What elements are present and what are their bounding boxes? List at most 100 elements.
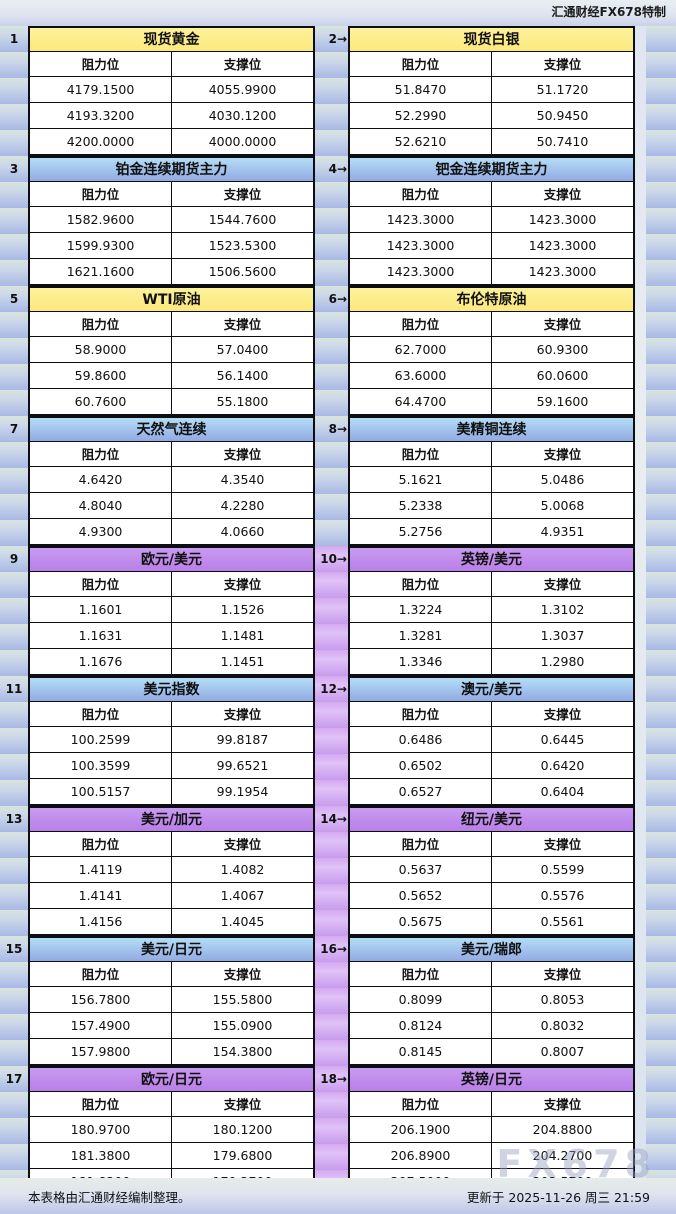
support-value: 55.1800 [216, 394, 269, 409]
top-banner: 汇通财经FX678特制 [0, 0, 676, 26]
resistance-value: 181.3800 [30, 1143, 172, 1168]
block-title: 铂金连续期货主力 [30, 158, 313, 182]
block-title: 美精铜连续 [350, 418, 633, 442]
table-row: 206.8900 204.2700 [350, 1143, 633, 1169]
column-header-row: 阻力位 支撑位 [30, 312, 313, 337]
column-header-row: 阻力位 支撑位 [30, 442, 313, 467]
quote-block: 布伦特原油 阻力位 支撑位 62.7000 60.9300 63.6000 60.0600 6… [348, 286, 635, 416]
support-value: 5.0068 [540, 498, 585, 513]
footer-note: 本表格由汇通财经编制整理。 [28, 1190, 191, 1205]
table-row: 1599.9300 1523.5300 [30, 233, 313, 259]
table-row: 63.6000 60.0600 [350, 363, 633, 389]
table-row: 1.1631 1.1481 [30, 623, 313, 649]
support-value: 0.5576 [540, 888, 585, 903]
support-header: 支撑位 [223, 707, 262, 722]
column-header-row: 阻力位 支撑位 [350, 572, 633, 597]
support-value: 1.3037 [540, 628, 585, 643]
resistance-value: 1621.1600 [30, 259, 172, 285]
resistance-value: 0.8124 [350, 1013, 492, 1038]
resistance-value: 206.1900 [350, 1117, 492, 1142]
support-value: 4.2280 [220, 498, 265, 513]
quote-block: 铂金连续期货主力 阻力位 支撑位 1582.9600 1544.7600 1599.930… [28, 156, 315, 286]
resistance-value: 1.4119 [30, 857, 172, 882]
resistance-value: 1582.9600 [30, 207, 172, 232]
support-value: 0.6420 [540, 758, 585, 773]
quote-block: 纽元/美元 阻力位 支撑位 0.5637 0.5599 0.5652 0.5576 0.567… [348, 806, 635, 936]
resistance-value: 59.8600 [30, 363, 172, 388]
row-index-label: 17 [5, 1072, 23, 1086]
resistance-header: 阻力位 [350, 832, 492, 856]
table-row: 64.4700 59.1600 [350, 389, 633, 415]
block-title: 布伦特原油 [350, 288, 633, 312]
support-value: 60.9300 [536, 342, 589, 357]
table-row: 0.5652 0.5576 [350, 883, 633, 909]
table-row: 0.5675 0.5561 [350, 909, 633, 935]
table-row: 4193.3200 4030.1200 [30, 103, 313, 129]
support-value: 5.0486 [540, 472, 585, 487]
support-header: 支撑位 [223, 447, 262, 462]
support-value: 179.6800 [212, 1148, 273, 1163]
table-row: 58.9000 57.0400 [30, 337, 313, 363]
support-value: 1.1481 [220, 628, 265, 643]
block-title: WTI原油 [30, 288, 313, 312]
resistance-value: 0.5675 [350, 909, 492, 935]
quote-block: 英镑/美元 阻力位 支撑位 1.3224 1.3102 1.3281 1.3037 1.334… [348, 546, 635, 676]
support-header: 支撑位 [223, 577, 262, 592]
quote-block: 现货白银 阻力位 支撑位 51.8470 51.1720 52.2990 50.9450 52… [348, 26, 635, 156]
table-row: 4179.1500 4055.9900 [30, 77, 313, 103]
resistance-value: 157.4900 [30, 1013, 172, 1038]
support-header: 支撑位 [543, 577, 582, 592]
table-row: 0.8099 0.8053 [350, 987, 633, 1013]
support-value: 1.4082 [220, 862, 265, 877]
resistance-value: 51.8470 [350, 77, 492, 102]
resistance-header: 阻力位 [30, 52, 172, 76]
resistance-value: 0.8145 [350, 1039, 492, 1065]
support-header: 支撑位 [543, 317, 582, 332]
support-value: 155.0900 [212, 1018, 273, 1033]
table-row: 100.5157 99.1954 [30, 779, 313, 805]
resistance-value: 5.2756 [350, 519, 492, 545]
resistance-value: 4179.1500 [30, 77, 172, 102]
row-index-label: 16→ [320, 942, 347, 956]
resistance-value: 5.2338 [350, 493, 492, 518]
support-value: 4.0660 [220, 524, 265, 539]
table-row: 0.8145 0.8007 [350, 1039, 633, 1065]
resistance-value: 100.2599 [30, 727, 172, 752]
table-row: 5.2756 4.9351 [350, 519, 633, 545]
table-row: 157.4900 155.0900 [30, 1013, 313, 1039]
support-value: 180.1200 [212, 1122, 273, 1137]
column-header-row: 阻力位 支撑位 [350, 832, 633, 857]
block-title: 英镑/日元 [350, 1068, 633, 1092]
table-row: 181.3800 179.6800 [30, 1143, 313, 1169]
block-title: 欧元/日元 [30, 1068, 313, 1092]
support-header: 支撑位 [223, 837, 262, 852]
table-row: 0.6527 0.6404 [350, 779, 633, 805]
table-row: 1423.3000 1423.3000 [350, 233, 633, 259]
support-value: 1.3102 [540, 602, 585, 617]
row-index-label: 10→ [320, 552, 347, 566]
support-value: 1.4045 [220, 914, 265, 929]
support-value: 4.9351 [540, 524, 585, 539]
support-value: 0.8007 [540, 1044, 585, 1059]
resistance-header: 阻力位 [30, 1092, 172, 1116]
resistance-value: 1599.9300 [30, 233, 172, 258]
block-title: 美元/加元 [30, 808, 313, 832]
resistance-header: 阻力位 [30, 442, 172, 466]
support-value: 155.5800 [212, 992, 273, 1007]
table-row: 1.4156 1.4045 [30, 909, 313, 935]
table-row: 1.3224 1.3102 [350, 597, 633, 623]
table-row: 52.6210 50.7410 [350, 129, 633, 155]
support-value: 1.4067 [220, 888, 265, 903]
block-title: 现货白银 [350, 28, 633, 52]
support-header: 支撑位 [223, 317, 262, 332]
row-index-label: 8→ [328, 422, 347, 436]
resistance-header: 阻力位 [30, 572, 172, 596]
resistance-header: 阻力位 [350, 962, 492, 986]
table-row: 1.3346 1.2980 [350, 649, 633, 675]
table-row: 5.1621 5.0486 [350, 467, 633, 493]
table-row: 1621.1600 1506.5600 [30, 259, 313, 285]
support-header: 支撑位 [223, 967, 262, 982]
support-value: 0.8053 [540, 992, 585, 1007]
table-row: 4.9300 4.0660 [30, 519, 313, 545]
row-index-label: 18→ [320, 1072, 347, 1086]
